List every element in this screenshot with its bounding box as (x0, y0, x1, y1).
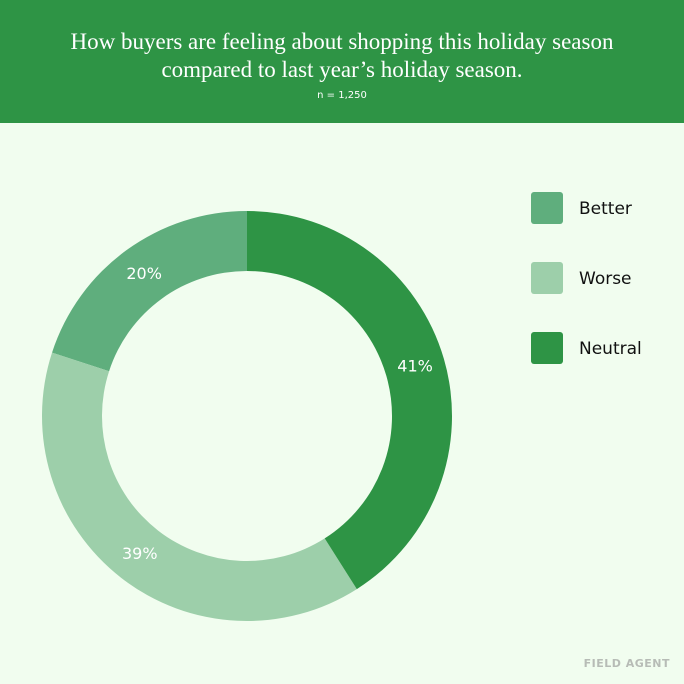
legend-swatch (531, 262, 563, 294)
legend-label: Better (579, 199, 632, 219)
legend-swatch (531, 332, 563, 364)
brand-logo: FIELD AGENT (583, 657, 670, 670)
legend-label: Neutral (579, 339, 642, 359)
legend-label: Worse (579, 269, 632, 289)
donut-slice (52, 211, 247, 372)
donut-slice (247, 211, 452, 590)
donut-slice (42, 352, 357, 621)
data-label: 39% (122, 544, 158, 563)
data-label: 20% (126, 264, 162, 283)
chart-title: How buyers are feeling about shopping th… (70, 29, 614, 82)
legend-swatch (531, 192, 563, 224)
header: How buyers are feeling about shopping th… (0, 0, 684, 123)
data-label: 41% (397, 357, 433, 376)
chart-subtitle: n = 1,250 (317, 90, 367, 101)
